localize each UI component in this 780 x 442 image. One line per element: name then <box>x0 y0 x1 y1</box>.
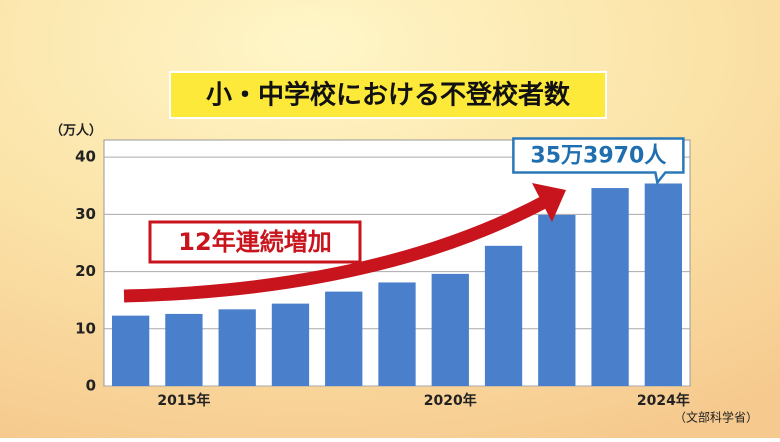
value-label-box <box>512 137 685 186</box>
y-tick-label: 0 <box>86 377 96 395</box>
chart-title: 小・中学校における不登校者数 <box>206 80 571 111</box>
x-tick-label: 2024年 <box>637 392 690 409</box>
bar <box>165 313 203 386</box>
bar <box>271 303 310 386</box>
trend-arrow-head <box>532 183 566 222</box>
bar <box>644 183 683 386</box>
bar <box>111 315 150 386</box>
x-tick-label: 2015年 <box>157 392 210 409</box>
y-tick-label: 30 <box>75 205 96 223</box>
bar <box>378 282 416 386</box>
title-box <box>169 71 607 119</box>
y-tick-label: 40 <box>75 148 96 166</box>
annotation: 12年連続増加 <box>178 228 331 256</box>
value-label: 35万3970人 <box>530 143 666 168</box>
bar <box>538 214 576 386</box>
y-axis-label: （万人） <box>50 123 102 139</box>
trend-arrow <box>123 194 552 303</box>
bar <box>218 309 256 386</box>
bar <box>431 273 469 386</box>
bar <box>325 291 363 386</box>
source: （文部科学省） <box>674 410 758 425</box>
annotation-box <box>148 220 362 264</box>
x-tick-label: 2020年 <box>424 392 477 409</box>
y-tick-label: 20 <box>75 262 96 280</box>
bar <box>484 245 523 386</box>
bar <box>591 188 629 386</box>
y-tick-label: 10 <box>75 319 96 337</box>
